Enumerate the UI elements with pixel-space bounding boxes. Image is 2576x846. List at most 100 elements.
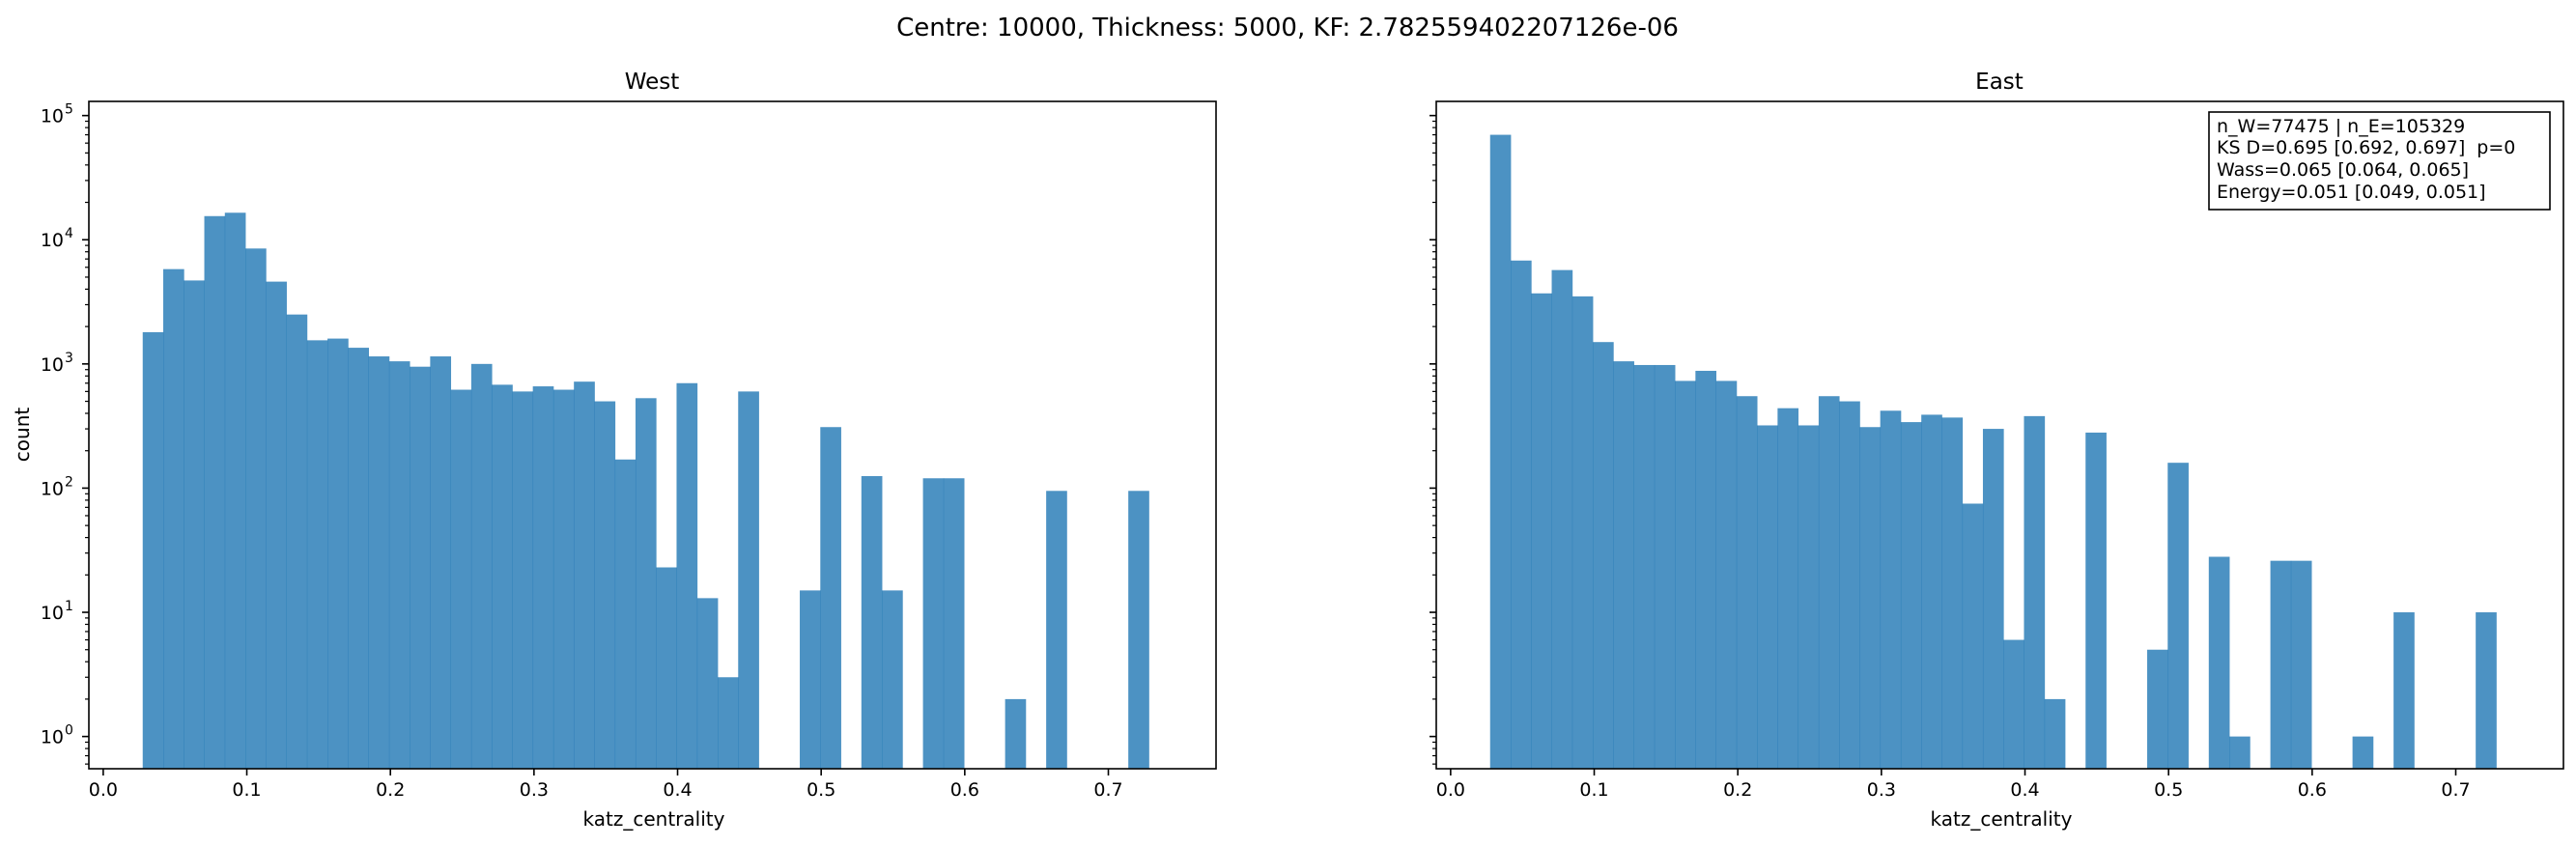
y-tick-exponent: 3: [65, 351, 73, 366]
histogram-bar: [2044, 698, 2066, 769]
histogram-bar: [574, 381, 595, 769]
west-x-ticks: 0.0 0.1 0.2 0.3 0.4 0.5 0.6 0.7: [89, 769, 1123, 801]
stats-box: n_W=77475 | n_E=105329 KS D=0.695 [0.692…: [2208, 111, 2551, 211]
histogram-bar: [1551, 269, 1573, 770]
x-tick-label: 0.1: [232, 779, 261, 801]
histogram-bar: [1128, 491, 1149, 769]
histogram-bar: [1982, 429, 2004, 769]
histogram-bar: [2270, 560, 2292, 769]
histogram-bar: [245, 248, 267, 770]
histogram-bar: [1593, 342, 1614, 769]
y-tick-label: 10: [41, 727, 64, 748]
y-tick-label: 10: [41, 106, 64, 127]
x-tick-label: 0.1: [1579, 779, 1608, 801]
stats-line-wass: Wass=0.065 [0.064, 0.065]: [2217, 159, 2469, 181]
histogram-bar: [635, 398, 657, 769]
west-ylabel: count: [11, 408, 34, 463]
histogram-bar: [2208, 556, 2230, 769]
histogram-bar: [163, 268, 184, 769]
histogram-bar: [820, 427, 841, 769]
histogram-bar: [224, 212, 246, 769]
histogram-bar: [1962, 503, 1984, 769]
histogram-bar: [2024, 415, 2046, 769]
histogram-bar: [1798, 425, 1820, 769]
y-tick-exponent: 4: [65, 226, 73, 241]
x-tick-label: 0.4: [2010, 779, 2039, 801]
histogram-bar: [594, 401, 616, 769]
west-xlabel: katz_centrality: [583, 807, 725, 831]
west-bars: [142, 212, 1149, 770]
histogram-bar: [2147, 649, 2168, 769]
histogram-bar: [2290, 560, 2312, 769]
histogram-bar: [614, 459, 637, 769]
histogram-bar: [1736, 396, 1758, 769]
x-tick-label: 0.3: [1867, 779, 1896, 801]
histogram-bar: [922, 478, 945, 769]
stats-line-ks: KS D=0.695 [0.692, 0.697] p=0: [2217, 137, 2515, 158]
west-axes-frame: [88, 100, 1217, 770]
east-x-ticks: 0.0 0.1 0.2 0.3 0.4 0.5 0.6 0.7: [1436, 769, 2471, 801]
east-bars: [1489, 134, 2497, 770]
histogram-bar: [1489, 134, 1512, 769]
histogram-bar: [368, 356, 390, 769]
y-tick-exponent: 1: [65, 599, 73, 614]
histogram-bar: [800, 590, 821, 769]
histogram-bar: [1880, 410, 1902, 769]
histogram-bar: [1839, 401, 1860, 769]
histogram-bar: [738, 391, 759, 769]
histogram-bar: [492, 384, 513, 769]
histogram-bar: [1818, 396, 1840, 769]
histogram-bar: [696, 598, 719, 769]
stats-line-energy: Energy=0.051 [0.049, 0.051]: [2217, 182, 2486, 203]
histogram-bar: [2352, 736, 2374, 769]
histogram-bar: [1675, 381, 1696, 769]
y-tick-label: 10: [41, 230, 64, 251]
histogram-bar: [1046, 491, 1067, 769]
histogram-bar: [882, 590, 903, 769]
histogram-bar: [1005, 698, 1027, 769]
histogram-bar: [1633, 364, 1656, 769]
histogram-bar: [204, 215, 226, 769]
histogram-bar: [512, 391, 534, 769]
y-tick-label: 10: [41, 354, 64, 376]
x-tick-label: 0.0: [89, 779, 118, 801]
y-tick-label: 10: [41, 478, 64, 499]
histogram-bar: [2003, 639, 2024, 769]
east-xlabel: katz_centrality: [1931, 807, 2073, 831]
x-tick-label: 0.0: [1436, 779, 1465, 801]
histogram-bar: [1654, 364, 1676, 769]
histogram-bar: [450, 389, 472, 769]
histogram-bar: [1900, 422, 1922, 769]
histogram-bar: [1695, 370, 1716, 769]
histogram-bar: [552, 389, 575, 769]
y-tick-exponent: 0: [65, 723, 73, 739]
histogram-bar: [1859, 427, 1882, 769]
x-tick-label: 0.6: [950, 779, 979, 801]
stats-line-counts: n_W=77475 | n_E=105329: [2217, 116, 2465, 137]
x-tick-label: 0.5: [2154, 779, 2183, 801]
y-tick-label: 10: [41, 603, 64, 624]
histogram-bar: [1613, 361, 1634, 769]
histogram-bar: [184, 280, 205, 769]
x-tick-label: 0.4: [663, 779, 692, 801]
histogram-bar: [1777, 408, 1799, 769]
y-tick-exponent: 2: [65, 474, 73, 490]
east-axes-frame: [1435, 100, 2564, 770]
west-panel: West count katz_centrality 10 010 110 210 31…: [11, 70, 1217, 831]
histogram-bar: [2393, 612, 2415, 769]
histogram-bar: [286, 314, 308, 769]
histogram-bar: [1941, 417, 1964, 769]
east-panel: East katz_centrality 0.0 0.1 0.2 0.3 0.4 0.5 0…: [1430, 70, 2564, 831]
stats-box-frame: [2208, 111, 2551, 211]
histogram-bar: [717, 677, 739, 769]
histogram-bar: [1531, 293, 1552, 769]
x-tick-label: 0.7: [2441, 779, 2470, 801]
y-tick-exponent: 5: [65, 102, 73, 118]
histogram-bar: [2476, 612, 2497, 769]
histogram-bar: [1715, 381, 1738, 769]
histogram-bar: [348, 348, 369, 769]
west-title: West: [625, 70, 680, 95]
histogram-bar: [388, 361, 410, 769]
